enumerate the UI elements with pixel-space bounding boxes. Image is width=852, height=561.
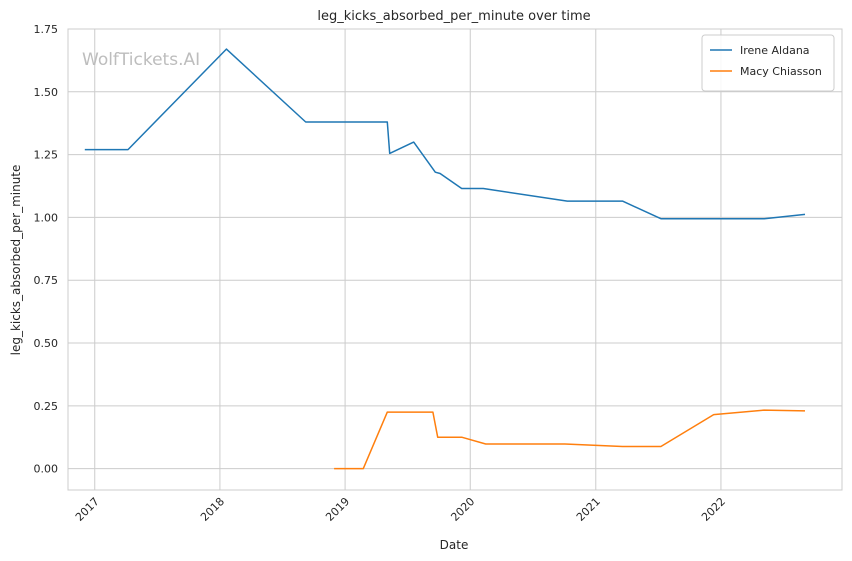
- y-tick-label: 0.00: [34, 463, 59, 476]
- y-tick-label: 1.00: [34, 211, 59, 224]
- y-axis-label: leg_kicks_absorbed_per_minute: [9, 165, 23, 356]
- series: [84, 48, 806, 470]
- legend-label-macy-chiasson: Macy Chiasson: [740, 65, 822, 78]
- series-line-macy-chiasson: [334, 409, 806, 470]
- y-tick-label: 1.50: [34, 86, 59, 99]
- chart-title: leg_kicks_absorbed_per_minute over time: [317, 9, 590, 24]
- legend-box: [701, 34, 835, 92]
- plot-frame: [67, 28, 843, 491]
- legend-label-irene-aldana: Irene Aldana: [740, 44, 810, 57]
- x-axis-label: Date: [440, 538, 469, 552]
- y-tick-label: 0.75: [34, 274, 59, 287]
- legend: Irene Aldana Macy Chiasson: [701, 34, 835, 92]
- y-tick-label: 1.75: [34, 23, 59, 36]
- series-line-irene-aldana: [84, 48, 806, 220]
- y-tick-label: 0.25: [34, 400, 59, 413]
- watermark: WolfTickets.AI: [82, 50, 200, 70]
- y-tick-label: 0.50: [34, 337, 59, 350]
- y-tick-label: 1.25: [34, 149, 59, 162]
